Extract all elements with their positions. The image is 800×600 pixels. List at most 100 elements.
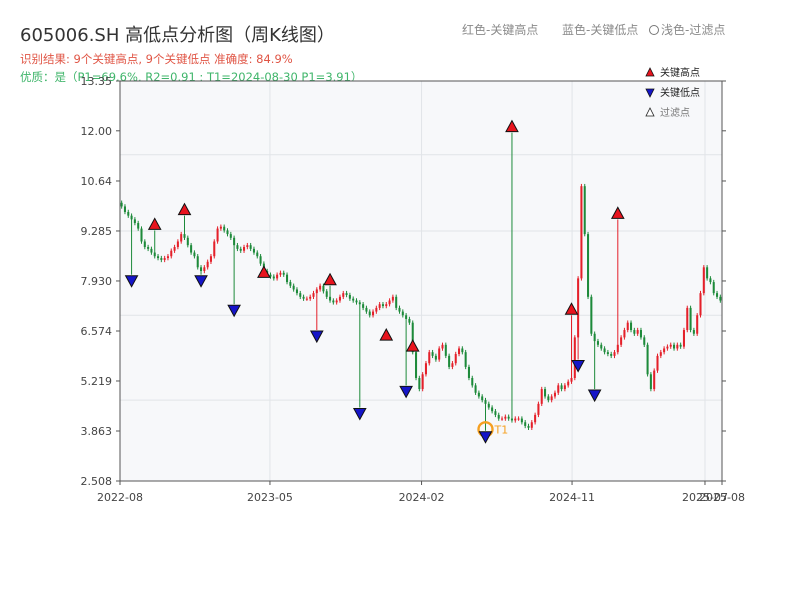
candle-body [477, 392, 480, 397]
legend-label: 过滤点 [660, 106, 690, 119]
candle-body [411, 322, 414, 353]
candle-body [540, 389, 543, 404]
candle-body [160, 258, 163, 260]
key-high-marker [610, 206, 625, 219]
candle-body [557, 385, 560, 393]
candle-body [593, 333, 596, 342]
candle-body [415, 352, 418, 378]
candle-body [405, 315, 408, 319]
candle-body [391, 296, 394, 301]
candle-body [716, 293, 719, 297]
candle-body [587, 234, 590, 297]
candle-body [577, 278, 580, 338]
candle-body [626, 322, 629, 331]
candle-body [246, 245, 249, 248]
candle-body [166, 256, 169, 259]
key-low-marker [399, 385, 413, 399]
candle-body [375, 307, 378, 312]
candle-body [702, 267, 705, 294]
candle-body [335, 300, 338, 303]
candle-body [454, 354, 457, 364]
candle-body [157, 256, 160, 259]
legend-red-note: 红色-关键高点 [462, 23, 539, 37]
x-tick-label: 2022-08 [97, 491, 143, 504]
candle-body [322, 285, 325, 292]
x-tick-label: 2025-08 [699, 491, 745, 504]
candle-body [233, 237, 236, 246]
candle-body [537, 403, 540, 415]
candle-body [527, 425, 530, 428]
candle-body [309, 296, 312, 299]
candle-body [613, 352, 616, 356]
candle-body [196, 256, 199, 268]
candle-body [481, 396, 484, 401]
candle-body [444, 344, 447, 356]
candle-body [286, 274, 289, 283]
candle-body [252, 248, 255, 253]
candle-body [712, 282, 715, 294]
y-tick-label: 12.00 [81, 125, 113, 138]
candle-body [441, 344, 444, 349]
candle-body [372, 311, 375, 316]
candle-body [494, 411, 497, 415]
candle-body [600, 344, 603, 349]
candle-body [203, 267, 206, 272]
candle-body [358, 302, 361, 305]
candle-body [428, 352, 431, 364]
candle-body [137, 223, 140, 229]
candle-body [596, 341, 599, 345]
y-tick-label: 6.574 [81, 325, 113, 338]
candle-body [338, 296, 341, 301]
candle-body [295, 289, 298, 294]
candle-body [487, 403, 490, 408]
candle-body [709, 278, 712, 283]
candle-body [696, 315, 699, 334]
candle-body [530, 422, 533, 428]
candle-body [669, 344, 672, 347]
candle-body [173, 247, 176, 251]
candle-body [319, 285, 322, 290]
candle-body [223, 226, 226, 231]
candle-body [504, 416, 507, 419]
candle-body [398, 307, 401, 312]
key-high-marker [177, 202, 192, 216]
candle-body [501, 418, 504, 420]
candle-body [209, 256, 212, 262]
candle-body [653, 370, 656, 390]
legend-marker [645, 67, 655, 77]
y-tick-label: 10.64 [81, 175, 113, 188]
candle-body [140, 228, 143, 242]
candle-body [686, 307, 689, 331]
candle-body [424, 363, 427, 375]
candle-body [534, 414, 537, 423]
candle-body [249, 245, 252, 249]
key-high-marker [405, 339, 420, 352]
candle-body [659, 352, 662, 356]
candle-body [630, 322, 633, 331]
candle-body [292, 285, 295, 290]
candle-body [180, 234, 183, 242]
candle-body [484, 400, 487, 404]
candle-body [229, 234, 232, 238]
candle-body [282, 272, 285, 275]
candle-body [272, 276, 275, 279]
candle-body [673, 344, 676, 349]
candle-body [639, 330, 642, 338]
candle-body [170, 250, 173, 257]
candle-body [190, 245, 193, 253]
candle-body [458, 348, 461, 355]
candle-body [507, 416, 510, 419]
candle-body [434, 355, 437, 360]
candle-body [153, 252, 156, 257]
candle-body [123, 206, 126, 212]
candle-body [517, 418, 520, 420]
candle-body [130, 215, 133, 220]
candle-body [553, 392, 556, 397]
candle-body [706, 267, 709, 279]
candle-body [226, 230, 229, 235]
candle-body [236, 245, 239, 249]
candle-body [679, 344, 682, 347]
key-high-marker [505, 119, 519, 133]
candle-body [580, 186, 583, 279]
